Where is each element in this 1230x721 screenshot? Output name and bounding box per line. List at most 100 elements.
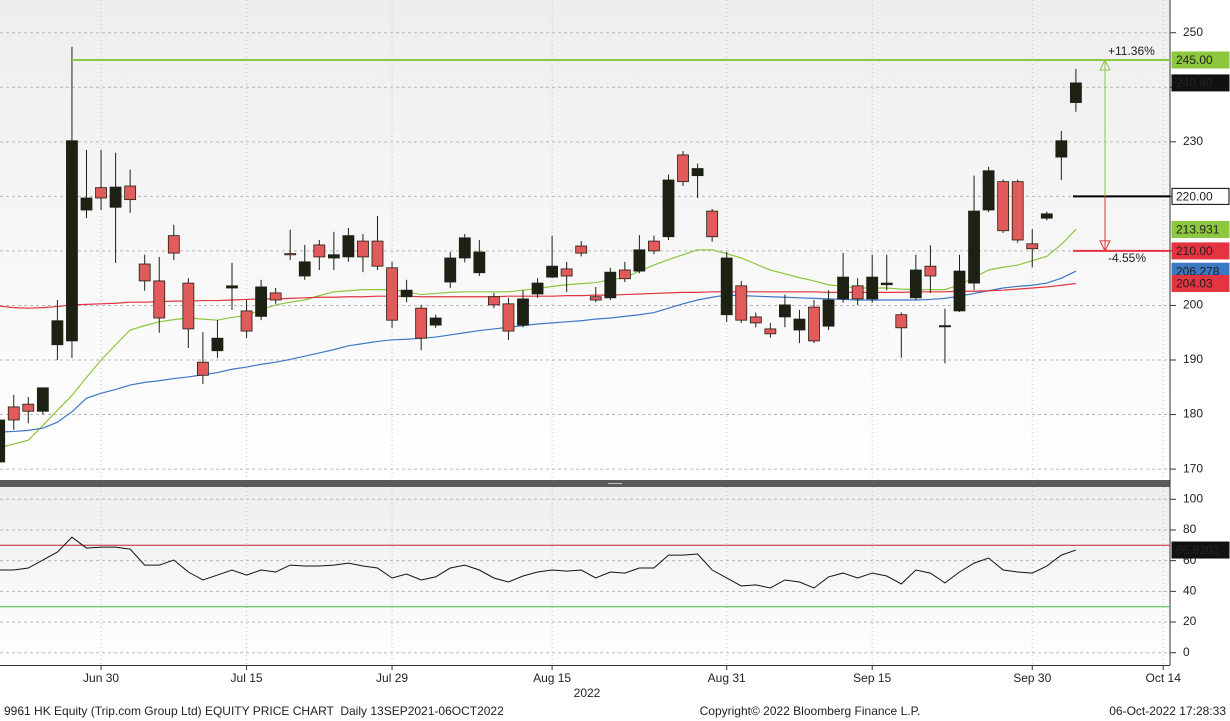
candle-body <box>269 292 282 301</box>
candle-body <box>924 265 937 277</box>
value-tag: 204.03 <box>1176 277 1213 291</box>
value-tag-box <box>1171 74 1230 92</box>
candle-body <box>720 257 733 316</box>
candle-body <box>837 276 849 300</box>
value-tag: 213.931 <box>1176 223 1220 237</box>
candle-body <box>415 307 428 339</box>
candle-body <box>691 168 704 177</box>
candle-body <box>677 154 689 183</box>
candle-body <box>22 403 35 412</box>
rsi-panel <box>0 487 1170 665</box>
panel-separator <box>0 480 1170 487</box>
x-tick-label: Jul 15 <box>231 671 263 685</box>
y-tick-label: 190 <box>1183 352 1203 366</box>
candle-body <box>880 282 893 286</box>
x-tick-label: Aug 31 <box>708 671 746 685</box>
value-tag: 245.00 <box>1176 53 1213 67</box>
candle-body <box>7 406 20 421</box>
candle-body <box>502 303 515 332</box>
candle-body <box>124 185 137 201</box>
candle-body <box>1040 213 1053 219</box>
candle-body <box>589 296 602 301</box>
candle-body <box>80 197 93 211</box>
candle-body <box>706 210 719 238</box>
candle-body <box>487 296 500 306</box>
candle-body <box>749 316 762 324</box>
value-tag: 66.9202 <box>1176 543 1220 557</box>
price-plot <box>0 46 1082 463</box>
candle-body <box>1070 82 1082 103</box>
candle-body <box>226 285 238 289</box>
x-tick-label: Jul 29 <box>376 671 408 685</box>
y-tick-label: 0 <box>1183 645 1190 659</box>
candle-body <box>779 304 791 318</box>
x-tick-label: Sep 30 <box>1013 671 1051 685</box>
y-tick-label: 20 <box>1183 614 1197 628</box>
candle-body <box>662 179 675 238</box>
measure-arrowhead <box>1099 58 1111 71</box>
candle-body <box>153 280 166 319</box>
candle-body <box>560 268 573 277</box>
rsi-line <box>0 536 1077 589</box>
footer-right: 06-Oct-2022 17:28:33 <box>1109 704 1226 718</box>
candle-body <box>371 240 384 267</box>
moving-average <box>0 270 1077 433</box>
candle-body <box>517 298 529 326</box>
x-tick-label: Jun 30 <box>83 671 119 685</box>
candle-body <box>866 276 879 300</box>
candle-body <box>575 245 588 254</box>
grid <box>0 0 1170 665</box>
x-tick-label: Sep 15 <box>853 671 891 685</box>
candle-body <box>939 325 951 328</box>
y-tick-label: 180 <box>1183 407 1203 421</box>
candle-body <box>298 261 311 277</box>
candle-body <box>211 337 224 352</box>
candle-body <box>284 253 297 256</box>
candle-body <box>895 314 908 329</box>
value-tag-box <box>1171 242 1230 260</box>
candle-body <box>953 270 966 312</box>
candle-body <box>473 251 486 274</box>
value-tag-box <box>1171 274 1230 292</box>
candle-body <box>240 310 253 332</box>
candle-body <box>1011 181 1024 241</box>
candle-body <box>851 285 864 300</box>
footer-center: Copyright© 2022 Bloomberg Finance L.P. <box>700 704 921 718</box>
x-tick-label: Aug 15 <box>533 671 571 685</box>
value-tag: 240.80 <box>1176 76 1213 90</box>
candle-body <box>0 419 6 463</box>
candle-body <box>793 318 806 331</box>
candle-body <box>546 265 558 278</box>
y-tick-label: 250 <box>1183 25 1203 39</box>
x-axis-year: 2022 <box>574 686 601 700</box>
candle-body <box>968 210 980 284</box>
candle-body <box>357 240 369 258</box>
candle-body <box>109 186 122 208</box>
candle-body <box>531 282 544 295</box>
candle-body <box>604 271 617 299</box>
y-tick-label: 200 <box>1183 298 1203 312</box>
candle-body <box>313 244 326 258</box>
value-tag-box <box>1171 220 1230 238</box>
candle-body <box>764 328 777 335</box>
value-tag: 220.00 <box>1176 190 1213 204</box>
x-tick-label: Oct 14 <box>1146 671 1182 685</box>
candle-body <box>633 249 646 272</box>
measure-label: +11.36% <box>1108 44 1155 58</box>
value-tag: 206.278 <box>1176 264 1220 278</box>
candle-body <box>182 282 195 330</box>
candle-body <box>618 269 631 280</box>
candle-body <box>342 235 355 258</box>
candle-body <box>648 240 660 252</box>
candle-body <box>735 285 748 321</box>
candle-body <box>458 237 471 259</box>
candle-body <box>400 289 413 298</box>
candle-body <box>196 361 209 376</box>
candle-body <box>982 170 995 211</box>
candle-body <box>386 267 398 321</box>
value-tag: 210.00 <box>1176 244 1213 258</box>
y-tick-label: 40 <box>1183 584 1197 598</box>
